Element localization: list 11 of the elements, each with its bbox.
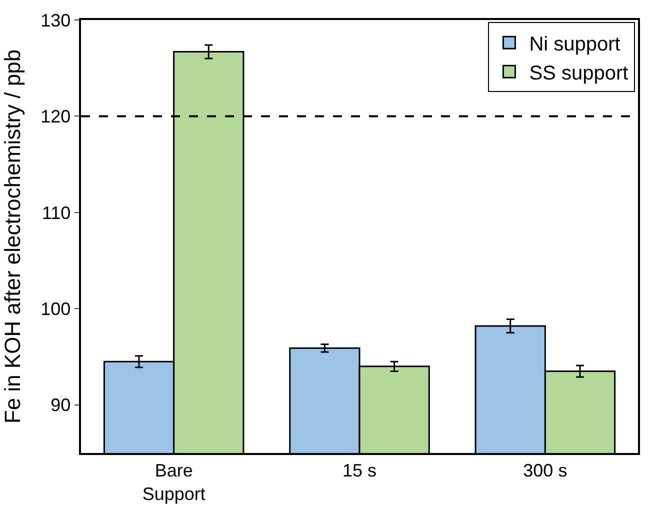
x-tick-label: 15 s (342, 460, 377, 480)
y-tick-label: 110 (42, 202, 71, 223)
y-tick-label: 100 (40, 298, 71, 319)
legend-label: SS support (529, 62, 629, 84)
x-tick-label: Bare Support (142, 460, 206, 504)
x-tick-label: 300 s (523, 460, 568, 480)
y-tick-label: 120 (40, 106, 71, 127)
y-tick-label: 90 (50, 395, 71, 416)
legend-label: Ni support (529, 33, 621, 56)
y-tick-label: 130 (40, 10, 71, 30)
y-axis-title: Fe in KOH after electrochemistry / ppb (0, 49, 25, 424)
